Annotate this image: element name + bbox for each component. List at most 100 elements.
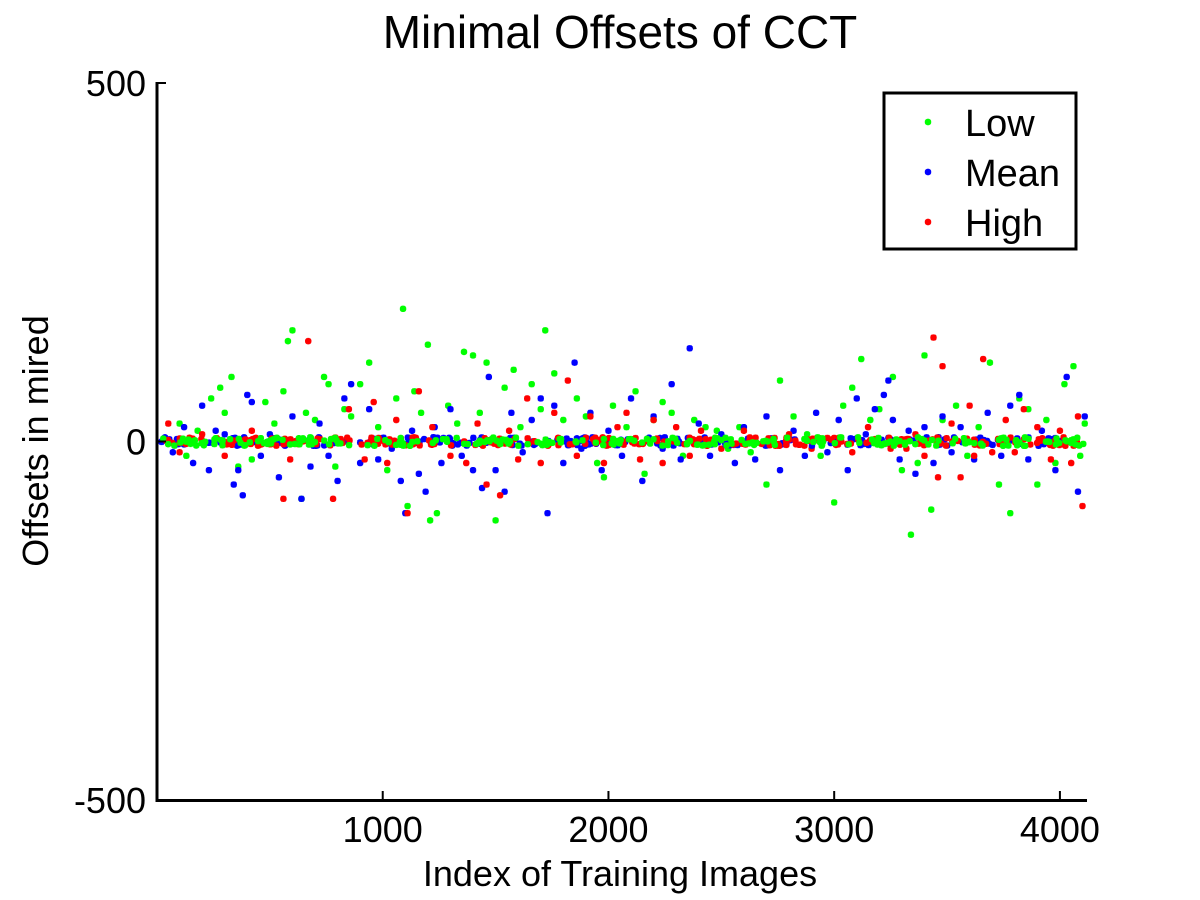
- data-point: [537, 395, 544, 402]
- data-point: [1034, 481, 1041, 488]
- data-point: [221, 409, 228, 417]
- data-point: [827, 436, 835, 443]
- data-point: [248, 398, 256, 406]
- data-point: [875, 440, 883, 447]
- data-point: [488, 436, 496, 443]
- data-point: [393, 395, 400, 402]
- data-point: [686, 437, 694, 445]
- data-point: [385, 439, 392, 446]
- data-point: [347, 380, 355, 388]
- data-point: [505, 427, 513, 434]
- data-point: [907, 531, 915, 538]
- data-point: [1080, 440, 1087, 448]
- data-point: [638, 439, 646, 446]
- data-point: [358, 441, 365, 448]
- data-point: [314, 435, 321, 442]
- data-point: [392, 441, 400, 449]
- y-tick-label: 500: [86, 63, 146, 104]
- data-point: [876, 406, 883, 413]
- data-point: [242, 436, 249, 443]
- data-point: [915, 440, 922, 447]
- data-point: [840, 402, 847, 409]
- data-point: [443, 438, 451, 445]
- data-point: [693, 441, 701, 448]
- data-point: [970, 436, 978, 443]
- data-point: [332, 463, 339, 470]
- data-point: [810, 438, 817, 446]
- data-point: [742, 440, 749, 448]
- data-point: [397, 434, 404, 442]
- data-point: [414, 438, 421, 445]
- data-point: [397, 477, 404, 485]
- data-point: [410, 435, 417, 443]
- data-point: [1020, 406, 1027, 413]
- legend-label: Low: [965, 103, 1035, 145]
- data-point: [557, 435, 565, 443]
- data-point: [884, 439, 891, 447]
- data-point: [239, 492, 246, 499]
- data-point: [244, 391, 251, 399]
- legend-item-mean: Mean: [924, 153, 1060, 195]
- data-point: [481, 438, 488, 446]
- data-point: [609, 402, 617, 409]
- data-point: [388, 445, 395, 452]
- data-point: [845, 441, 852, 448]
- data-point: [179, 435, 187, 442]
- data-point: [849, 384, 856, 391]
- data-point: [1016, 395, 1023, 402]
- data-point: [1007, 510, 1014, 517]
- data-point: [582, 434, 590, 442]
- data-point: [296, 441, 303, 448]
- data-point: [975, 423, 982, 431]
- data-point: [177, 439, 184, 446]
- data-point: [476, 409, 483, 417]
- data-point: [1044, 438, 1051, 445]
- data-point: [409, 438, 416, 446]
- data-point: [341, 406, 348, 413]
- data-point: [864, 423, 872, 431]
- data-point: [330, 439, 337, 447]
- data-point: [365, 406, 373, 413]
- data-point: [661, 434, 668, 441]
- data-point: [952, 435, 959, 443]
- data-point: [747, 449, 754, 456]
- data-point: [205, 466, 213, 474]
- data-point: [476, 437, 484, 444]
- data-point: [736, 423, 743, 431]
- data-point: [605, 427, 612, 434]
- data-point: [1053, 435, 1060, 442]
- data-point: [370, 398, 377, 406]
- data-point: [785, 431, 793, 438]
- data-point: [885, 434, 893, 441]
- data-point: [770, 435, 777, 443]
- data-point: [664, 441, 672, 449]
- data-point: [928, 506, 935, 513]
- data-point: [344, 434, 351, 441]
- data-point: [939, 413, 946, 420]
- data-point: [706, 452, 714, 460]
- data-point: [510, 366, 517, 373]
- data-point: [942, 442, 950, 449]
- data-point: [347, 413, 355, 420]
- data-point: [600, 441, 607, 449]
- data-point: [1007, 402, 1014, 409]
- data-point: [320, 373, 328, 381]
- data-point: [384, 459, 391, 467]
- data-point: [439, 435, 447, 443]
- data-point: [1052, 441, 1060, 448]
- data-point: [934, 474, 942, 481]
- data-point: [696, 435, 703, 442]
- data-point: [914, 434, 922, 441]
- data-point: [1000, 434, 1007, 441]
- data-point: [764, 438, 771, 445]
- data-point: [337, 435, 344, 443]
- data-point: [731, 459, 739, 467]
- data-point: [639, 477, 646, 485]
- data-point: [957, 474, 964, 481]
- legend-item-high: High: [924, 203, 1043, 245]
- data-point: [207, 395, 215, 402]
- data-point: [257, 435, 265, 442]
- data-point: [345, 406, 353, 413]
- data-point: [771, 441, 779, 449]
- data-point: [670, 442, 677, 449]
